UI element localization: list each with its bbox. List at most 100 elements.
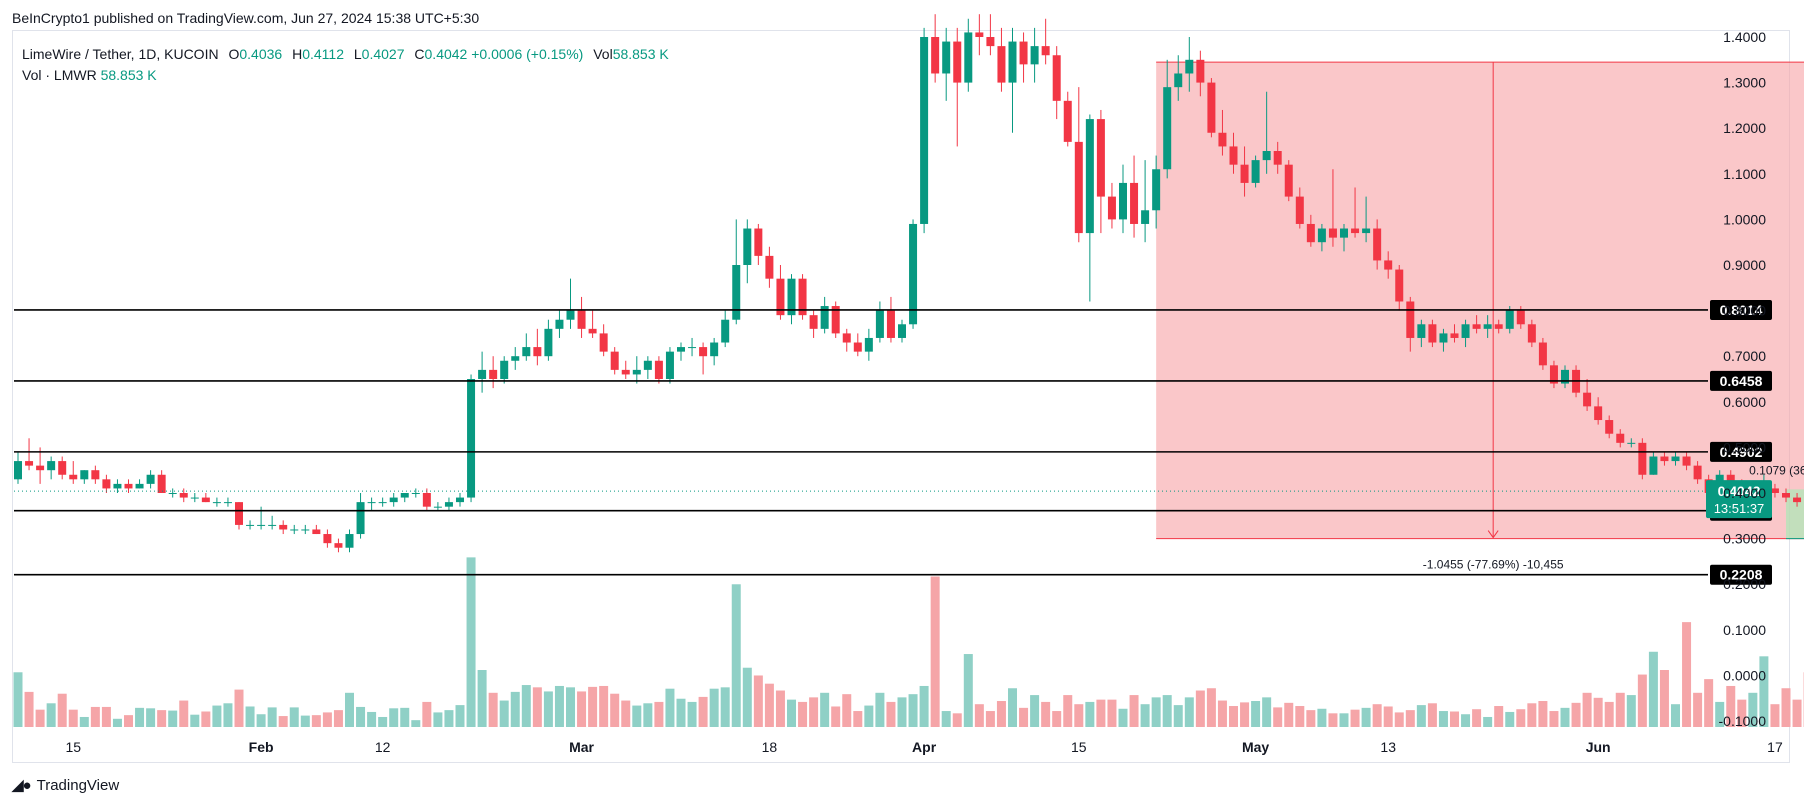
- candle-body: [157, 474, 166, 493]
- candle: [1119, 164, 1127, 234]
- candle: [942, 27, 951, 101]
- candle-body: [80, 470, 89, 480]
- candle: [102, 474, 111, 493]
- y-tick-label: 0.6000: [1723, 394, 1766, 410]
- x-tick-label: Feb: [249, 739, 274, 755]
- candle-body: [964, 32, 973, 83]
- candle-body: [356, 502, 365, 535]
- volume-bar: [124, 715, 133, 727]
- candle-body: [1218, 132, 1227, 147]
- volume-bar: [1538, 701, 1548, 727]
- volume-bar: [1427, 703, 1437, 727]
- candle-body: [389, 497, 398, 503]
- volume-bar: [1074, 704, 1084, 727]
- candle-body: [1317, 228, 1326, 243]
- volume-bar: [24, 691, 34, 727]
- candle-body: [1196, 59, 1205, 83]
- candle: [411, 488, 420, 498]
- y-tick-label: 0.7000: [1723, 348, 1766, 364]
- candle: [721, 310, 730, 348]
- volume-bar: [665, 688, 675, 727]
- candle: [389, 493, 398, 507]
- volume-bar: [1781, 688, 1791, 727]
- candle: [610, 347, 619, 375]
- x-tick-label: 17: [1767, 739, 1783, 755]
- level-label-text: 0.6458: [1720, 373, 1763, 389]
- candle-body: [1163, 87, 1172, 170]
- candle: [1063, 91, 1072, 147]
- volume-bar: [1019, 707, 1029, 727]
- last-price-countdown: 13:51:37: [1714, 501, 1765, 516]
- candle: [1074, 87, 1083, 243]
- candle-body: [124, 483, 133, 489]
- volume-bar: [1560, 707, 1570, 727]
- volume-bar: [1063, 695, 1073, 727]
- candle: [555, 310, 564, 338]
- volume-bar: [79, 716, 89, 727]
- candle-body: [920, 37, 929, 224]
- volume-bar: [886, 701, 896, 727]
- volume-bar: [488, 692, 498, 727]
- volume-bar: [908, 694, 918, 727]
- candle-body: [942, 41, 951, 74]
- candle: [1229, 132, 1238, 174]
- long-measure-label: 0.1079 (36.39%) 1,079: [1749, 463, 1804, 477]
- candle: [157, 470, 166, 493]
- candle: [765, 246, 774, 288]
- candle: [400, 493, 409, 503]
- volume-bar: [1405, 710, 1415, 727]
- volume-bar: [742, 667, 752, 727]
- candle: [522, 333, 531, 361]
- volume-bar: [532, 687, 542, 727]
- volume-bar: [753, 675, 763, 727]
- volume-bar: [820, 692, 830, 727]
- candle-body: [1085, 119, 1094, 234]
- candle-body: [146, 474, 155, 484]
- candle: [301, 524, 310, 535]
- volume-bar: [566, 687, 575, 727]
- candle: [1284, 160, 1293, 202]
- candle-body: [1185, 59, 1194, 74]
- candle: [323, 529, 332, 548]
- volume-bar: [466, 557, 476, 727]
- candle: [1240, 146, 1249, 197]
- candle-body: [1505, 310, 1514, 329]
- tradingview-logo-icon: ◢●: [12, 777, 32, 794]
- volume-bar: [1107, 699, 1117, 727]
- candle: [1130, 155, 1139, 238]
- volume-bar: [1262, 697, 1272, 727]
- candle: [654, 356, 663, 384]
- candle: [1649, 451, 1658, 475]
- candle: [1583, 379, 1592, 411]
- volume-bar: [201, 711, 211, 727]
- annotations: -1.0455 (-77.69%) -10,455 0.1079 (36.39%)…: [1423, 463, 1804, 571]
- candle: [1638, 438, 1647, 480]
- volume-bar: [919, 685, 929, 727]
- candle-body: [301, 529, 310, 531]
- candle-body: [113, 483, 122, 489]
- volume-bar: [1096, 699, 1106, 727]
- volume-bar: [1173, 705, 1183, 727]
- candle-body: [444, 502, 453, 507]
- candle: [422, 488, 431, 512]
- candle-body: [621, 369, 630, 375]
- candle: [754, 223, 763, 265]
- tradingview-footer[interactable]: ◢● TradingView: [12, 776, 119, 795]
- candle-body: [135, 483, 144, 489]
- volume-bar: [223, 703, 233, 727]
- candle: [1041, 18, 1050, 65]
- volume-bar: [389, 708, 399, 727]
- candle: [511, 347, 520, 370]
- volume-bar: [1295, 706, 1305, 727]
- candle: [831, 301, 840, 338]
- candle: [1538, 337, 1547, 370]
- candle: [345, 529, 354, 553]
- candle: [975, 14, 984, 56]
- legend-change: +0.0006 (+0.15%): [471, 46, 584, 62]
- volume-bar: [1041, 701, 1051, 727]
- candle: [997, 27, 1006, 92]
- volume-bar: [676, 698, 686, 727]
- candle: [1362, 196, 1371, 243]
- candle: [577, 296, 586, 338]
